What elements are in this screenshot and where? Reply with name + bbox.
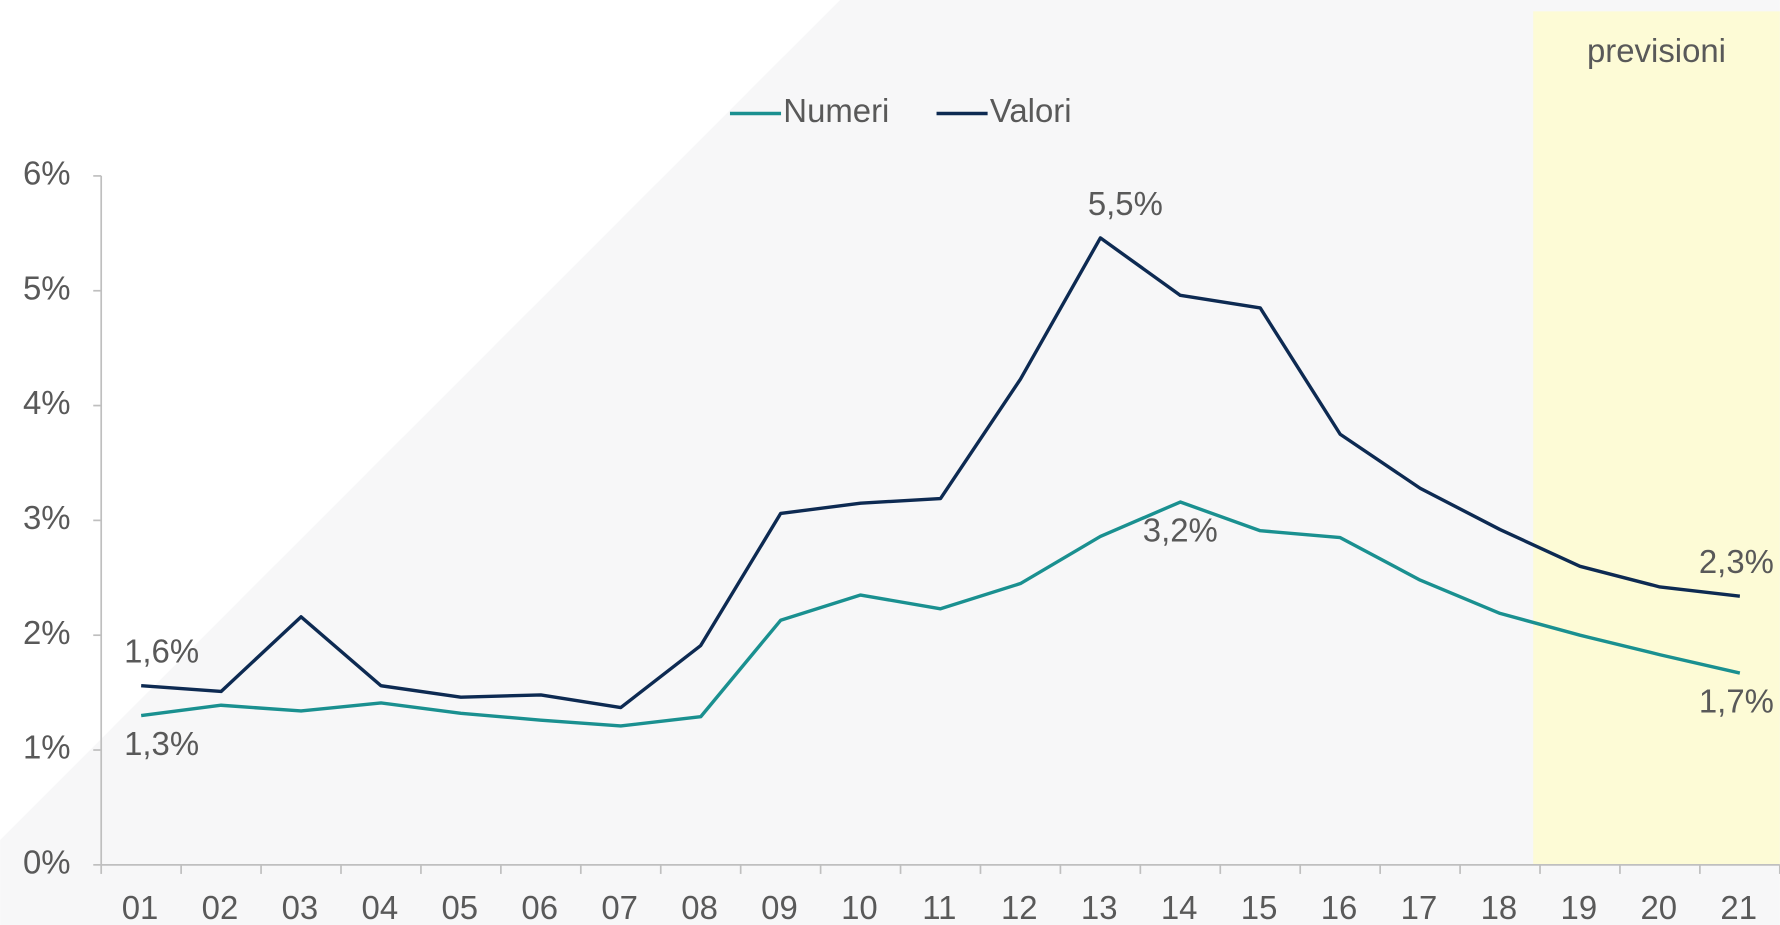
y-tick-label: 6% [23,155,71,192]
x-tick-label: 20 [1640,889,1677,925]
x-tick-label: 02 [202,889,239,925]
x-tick-label: 21 [1720,889,1757,925]
x-tick-label: 06 [521,889,558,925]
data-label: 1,3% [124,725,199,762]
data-label: 2,3% [1699,543,1774,580]
x-tick-label: 19 [1561,889,1598,925]
x-tick-label: 09 [761,889,798,925]
x-tick-label: 15 [1241,889,1278,925]
y-tick-label: 2% [23,614,71,651]
y-tick-label: 3% [23,499,71,536]
x-tick-label: 17 [1401,889,1438,925]
legend-label: Numeri [783,92,889,129]
x-tick-label: 10 [841,889,878,925]
x-tick-label: 13 [1081,889,1118,925]
data-label: 3,2% [1143,511,1218,548]
x-tick-label: 08 [681,889,718,925]
y-tick-label: 4% [23,384,71,421]
data-label: 1,6% [124,633,199,670]
data-label: 5,5% [1088,185,1163,222]
x-tick-label: 11 [922,889,956,925]
series-line [141,236,1741,710]
y-tick-label: 5% [23,269,71,306]
y-tick-label: 1% [23,729,71,766]
x-tick-label: 03 [282,889,319,925]
forecast-label: previsioni [1587,32,1726,69]
x-tick-label: 05 [441,889,478,925]
x-tick-label: 12 [1001,889,1038,925]
x-tick-label: 18 [1481,889,1518,925]
x-tick-label: 07 [601,889,638,925]
legend-label: Valori [990,92,1072,129]
series-line [140,500,1741,728]
x-tick-label: 16 [1321,889,1358,925]
forecast-area [1533,11,1780,865]
x-tick-label: 01 [122,889,159,925]
x-tick-label: 14 [1161,889,1198,925]
y-tick-label: 0% [23,844,71,881]
data-label: 1,7% [1699,682,1774,719]
x-tick-label: 04 [362,889,399,925]
